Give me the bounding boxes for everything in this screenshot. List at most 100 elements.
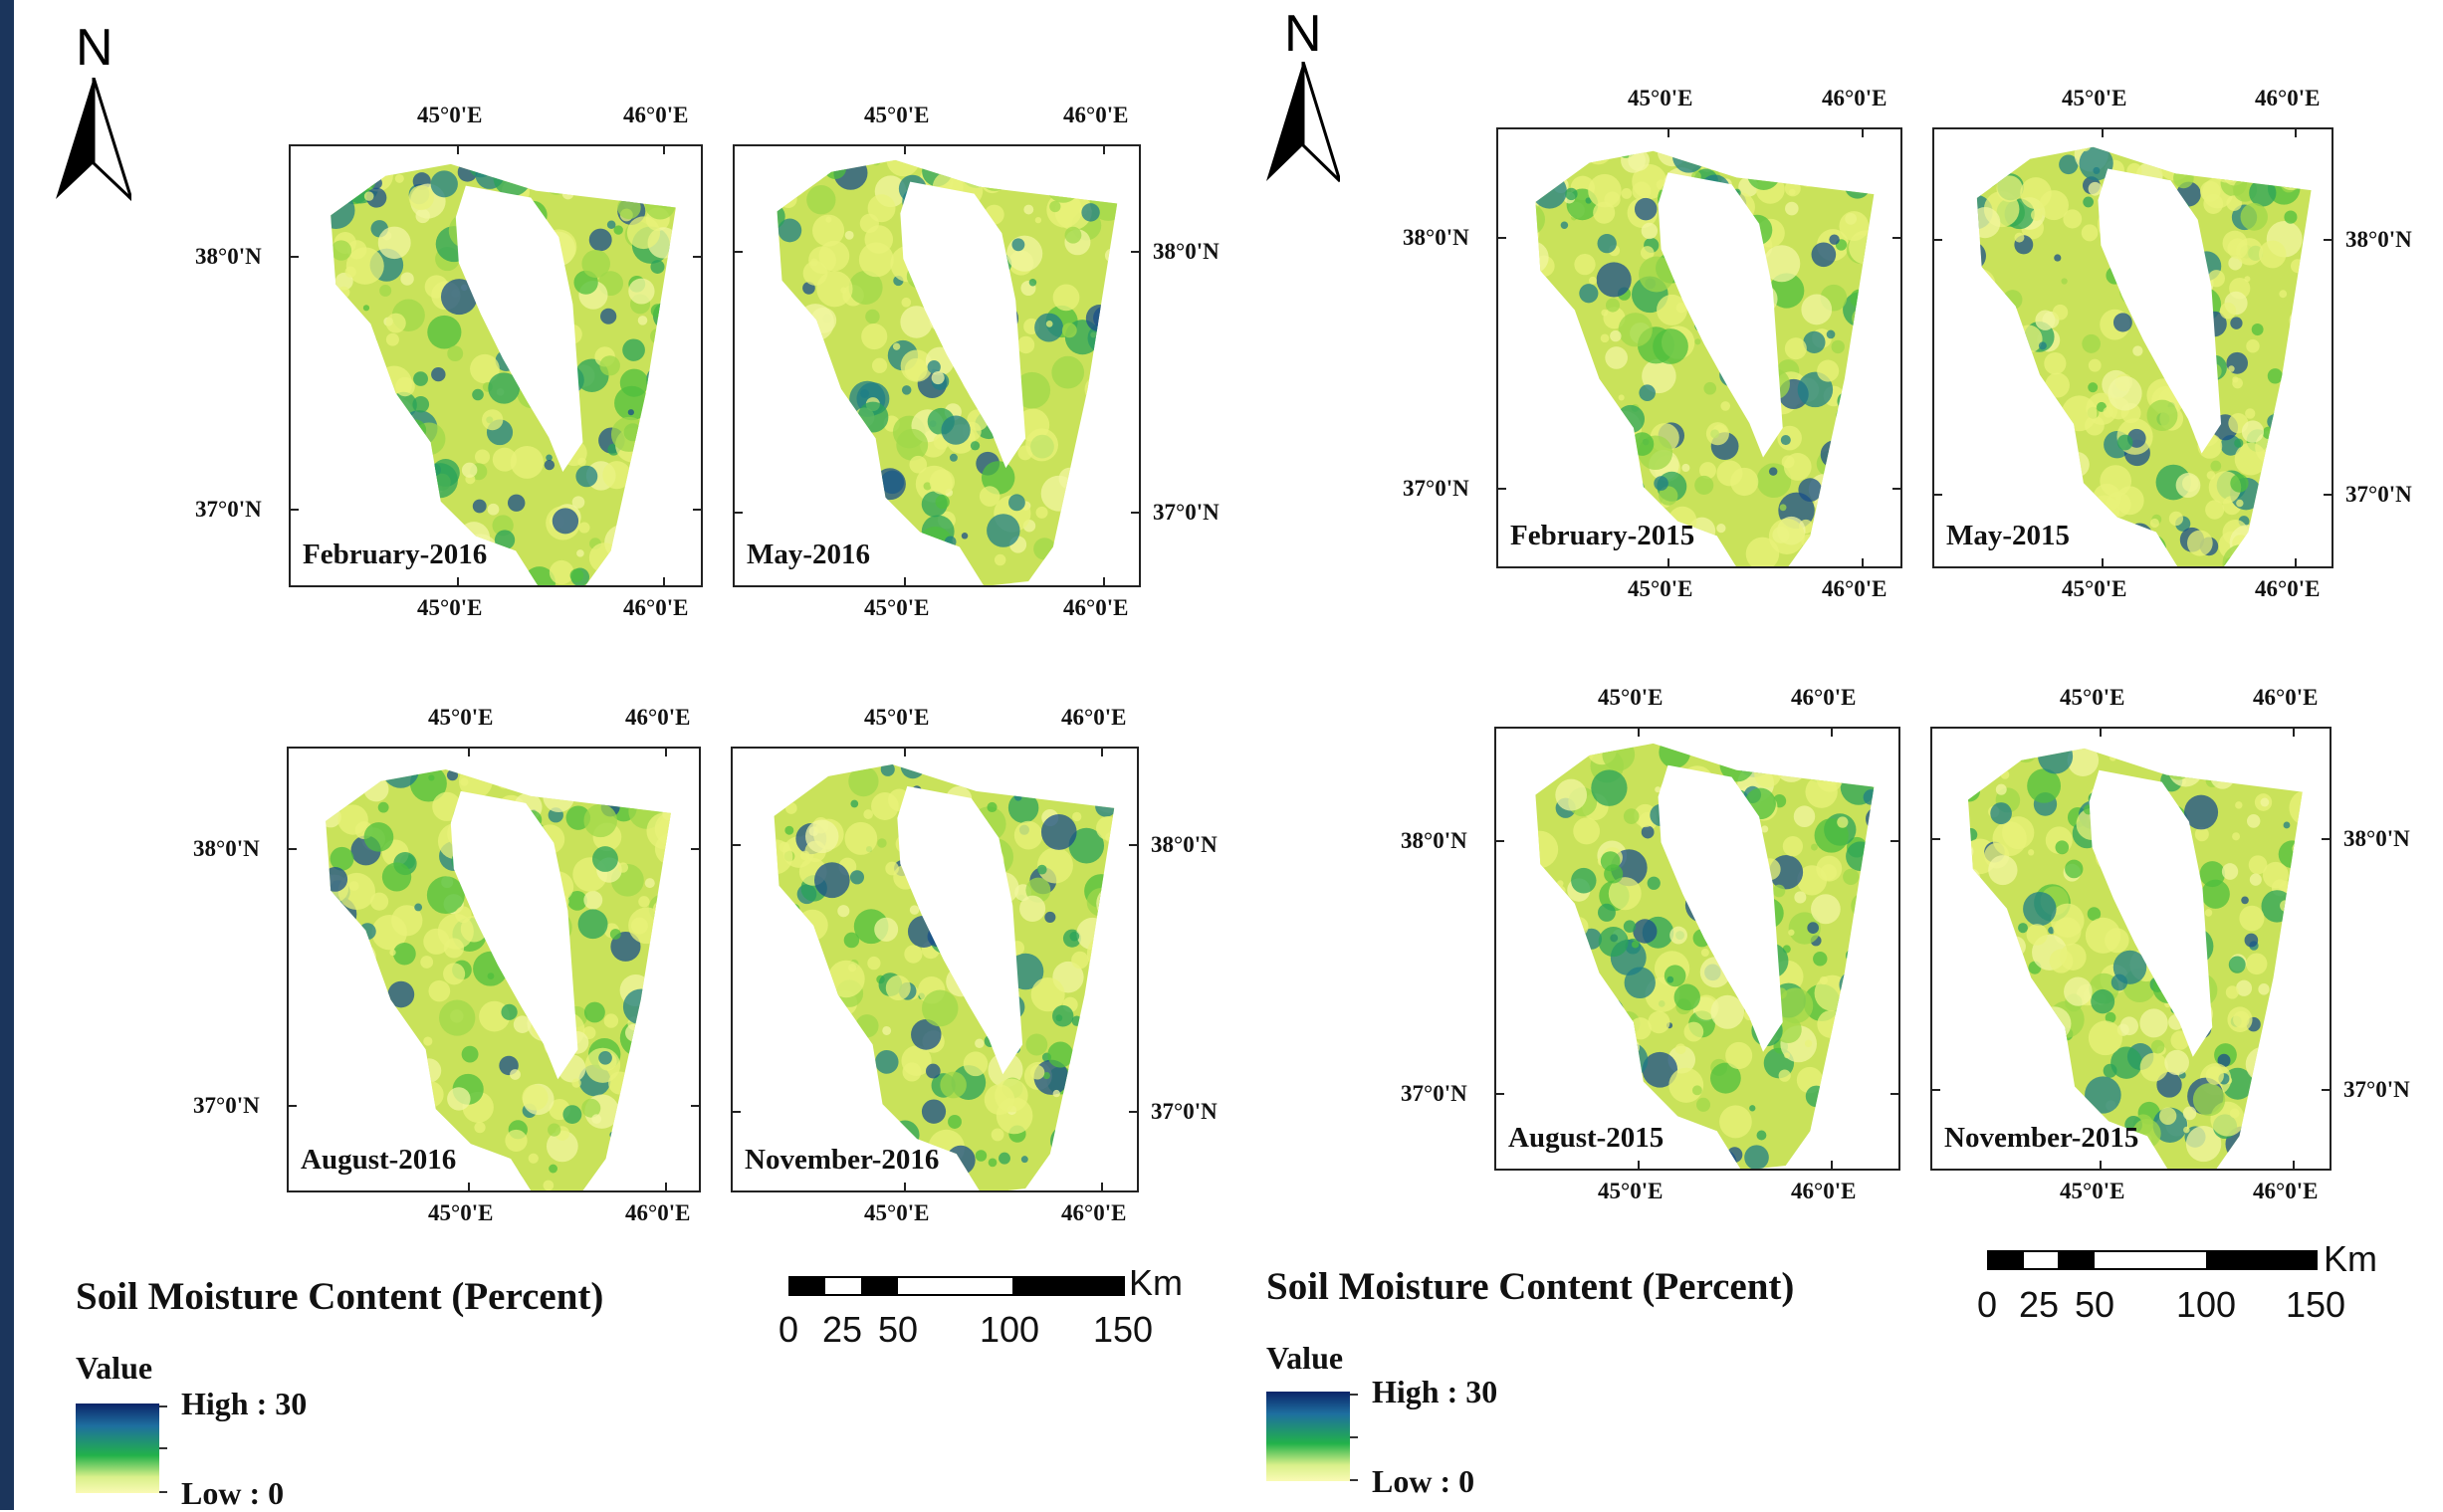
scale-label: 50 <box>2075 1284 2115 1325</box>
lon-label-45-bottom: 45°0'E <box>2062 576 2127 601</box>
graticule-tick <box>904 577 906 587</box>
graticule-tick <box>1890 840 1900 842</box>
legend-tick <box>1350 1479 1358 1481</box>
lon-label-46-bottom: 46°0'E <box>2253 1179 2319 1203</box>
graticule-tick <box>2295 127 2297 137</box>
legend-tick <box>1350 1394 1358 1396</box>
lon-label-45-bottom: 45°0'E <box>1598 1179 1664 1203</box>
graticule-tick <box>731 1111 741 1113</box>
legend-value-heading: Value <box>76 1350 153 1386</box>
legend-title: Soil Moisture Content (Percent) <box>1266 1265 1795 1308</box>
map-panel-november-2016: 45°0'E 46°0'E 45°0'E 46°0'E 38°0'N 37°0'N Nove… <box>731 705 1218 1225</box>
map-panel-august-2015: 45°0'E 46°0'E 45°0'E 46°0'E 38°0'N 37°0'N Augu… <box>1401 685 1900 1203</box>
lon-label-45-bottom: 45°0'E <box>417 595 483 620</box>
lon-label-46-top: 46°0'E <box>2253 685 2319 710</box>
lon-label-46-top: 46°0'E <box>2255 86 2321 110</box>
legend-high-label: High : 30 <box>1372 1374 1498 1409</box>
panel-date-label: August-2016 <box>301 1144 457 1176</box>
graticule-tick <box>1496 237 1506 239</box>
graticule-tick <box>691 848 701 850</box>
north-arrow-icon <box>1266 62 1340 183</box>
graticule-tick <box>1131 512 1141 514</box>
lat-label-37: 37°0'N <box>1401 1081 1467 1106</box>
graticule-tick <box>457 577 459 587</box>
graticule-tick <box>1103 144 1105 154</box>
legend-tick <box>159 1405 167 1407</box>
graticule-tick <box>2100 727 2102 737</box>
graticule-tick <box>1638 727 1640 737</box>
lon-label-46-top: 46°0'E <box>1063 103 1129 127</box>
graticule-tick <box>1129 844 1139 846</box>
panel-date-label: February-2015 <box>1510 520 1695 551</box>
graticule-tick <box>1862 127 1864 137</box>
soil-moisture-raster <box>777 159 1118 585</box>
graticule-tick <box>1103 577 1105 587</box>
graticule-tick <box>663 577 665 587</box>
graticule-tick <box>1667 558 1669 568</box>
graticule-tick <box>731 844 741 846</box>
graticule-tick <box>1667 127 1669 137</box>
lon-label-45-bottom: 45°0'E <box>428 1200 494 1225</box>
graticule-tick <box>665 747 667 756</box>
graticule-tick <box>1494 840 1504 842</box>
lat-label-38: 38°0'N <box>1401 828 1467 853</box>
graticule-tick <box>1932 494 1942 496</box>
map-panel-february-2015: 45°0'E 46°0'E 45°0'E 46°0'E 38°0'N 37°0'N Febr… <box>1403 86 1902 601</box>
legend-title: Soil Moisture Content (Percent) <box>76 1275 604 1318</box>
lon-label-45-top: 45°0'E <box>1598 685 1664 710</box>
graticule-tick <box>1101 1183 1103 1192</box>
scale-label: 25 <box>822 1309 863 1350</box>
graticule-tick <box>1494 1093 1504 1095</box>
lon-label-45-bottom: 45°0'E <box>2060 1179 2125 1203</box>
graticule-tick <box>733 251 743 253</box>
north-letter: N <box>1284 5 1322 63</box>
graticule-tick <box>693 509 703 511</box>
panel-date-label: February-2016 <box>303 539 488 570</box>
lon-label-45-top: 45°0'E <box>1628 86 1693 110</box>
graticule-tick <box>457 144 459 154</box>
graticule-tick <box>1101 747 1103 756</box>
lon-label-45-top: 45°0'E <box>2062 86 2127 110</box>
legend-color-ramp <box>1266 1392 1350 1481</box>
map-panel-november-2015: 45°0'E 46°0'E 45°0'E 46°0'E 38°0'N 37°0'N Nove… <box>1930 685 2410 1203</box>
soil-moisture-raster <box>1535 150 1875 566</box>
graticule-tick <box>733 512 743 514</box>
soil-moisture-raster <box>326 768 671 1190</box>
graticule-tick <box>2295 558 2297 568</box>
graticule-tick <box>1930 1089 1940 1091</box>
graticule-tick <box>904 747 906 756</box>
legend-low-label: Low : 0 <box>181 1475 285 1511</box>
graticule-tick <box>289 509 299 511</box>
lon-label-46-bottom: 46°0'E <box>1063 595 1129 620</box>
panel-date-label: November-2015 <box>1944 1122 2139 1154</box>
scale-bar-2016 <box>788 1276 1125 1296</box>
soil-moisture-raster <box>774 763 1115 1190</box>
lon-label-46-bottom: 46°0'E <box>623 595 689 620</box>
legend-color-ramp <box>76 1404 159 1493</box>
north-arrow-icon <box>56 78 131 201</box>
graticule-tick <box>1930 838 1940 840</box>
graticule-tick <box>1862 558 1864 568</box>
graticule-tick <box>1892 488 1902 490</box>
lon-label-46-bottom: 46°0'E <box>625 1200 691 1225</box>
scale-label: 150 <box>2286 1284 2346 1325</box>
graticule-tick <box>1129 1111 1139 1113</box>
panel-date-label: May-2015 <box>1946 520 2071 551</box>
graticule-tick <box>693 256 703 258</box>
lat-label-38: 38°0'N <box>1403 225 1469 250</box>
map-panel-august-2016: 45°0'E 46°0'E 45°0'E 46°0'E 38°0'N 37°0'N Augu… <box>193 705 701 1225</box>
graticule-tick <box>2324 239 2333 241</box>
lon-label-46-bottom: 46°0'E <box>1061 1200 1127 1225</box>
scale-unit: Km <box>2324 1238 2377 1279</box>
scale-label: 0 <box>1977 1284 1998 1325</box>
graticule-tick <box>1638 1161 1640 1171</box>
lat-label-38: 38°0'N <box>1153 239 1220 264</box>
graticule-tick <box>1496 488 1506 490</box>
graticule-tick <box>2293 1161 2295 1171</box>
legend-value-heading: Value <box>1266 1340 1344 1376</box>
lon-label-46-top: 46°0'E <box>1061 705 1127 730</box>
scale-unit: Km <box>1129 1262 1183 1303</box>
graticule-tick <box>691 1105 701 1107</box>
lat-label-38: 38°0'N <box>193 836 260 861</box>
lat-label-37: 37°0'N <box>2345 482 2412 507</box>
